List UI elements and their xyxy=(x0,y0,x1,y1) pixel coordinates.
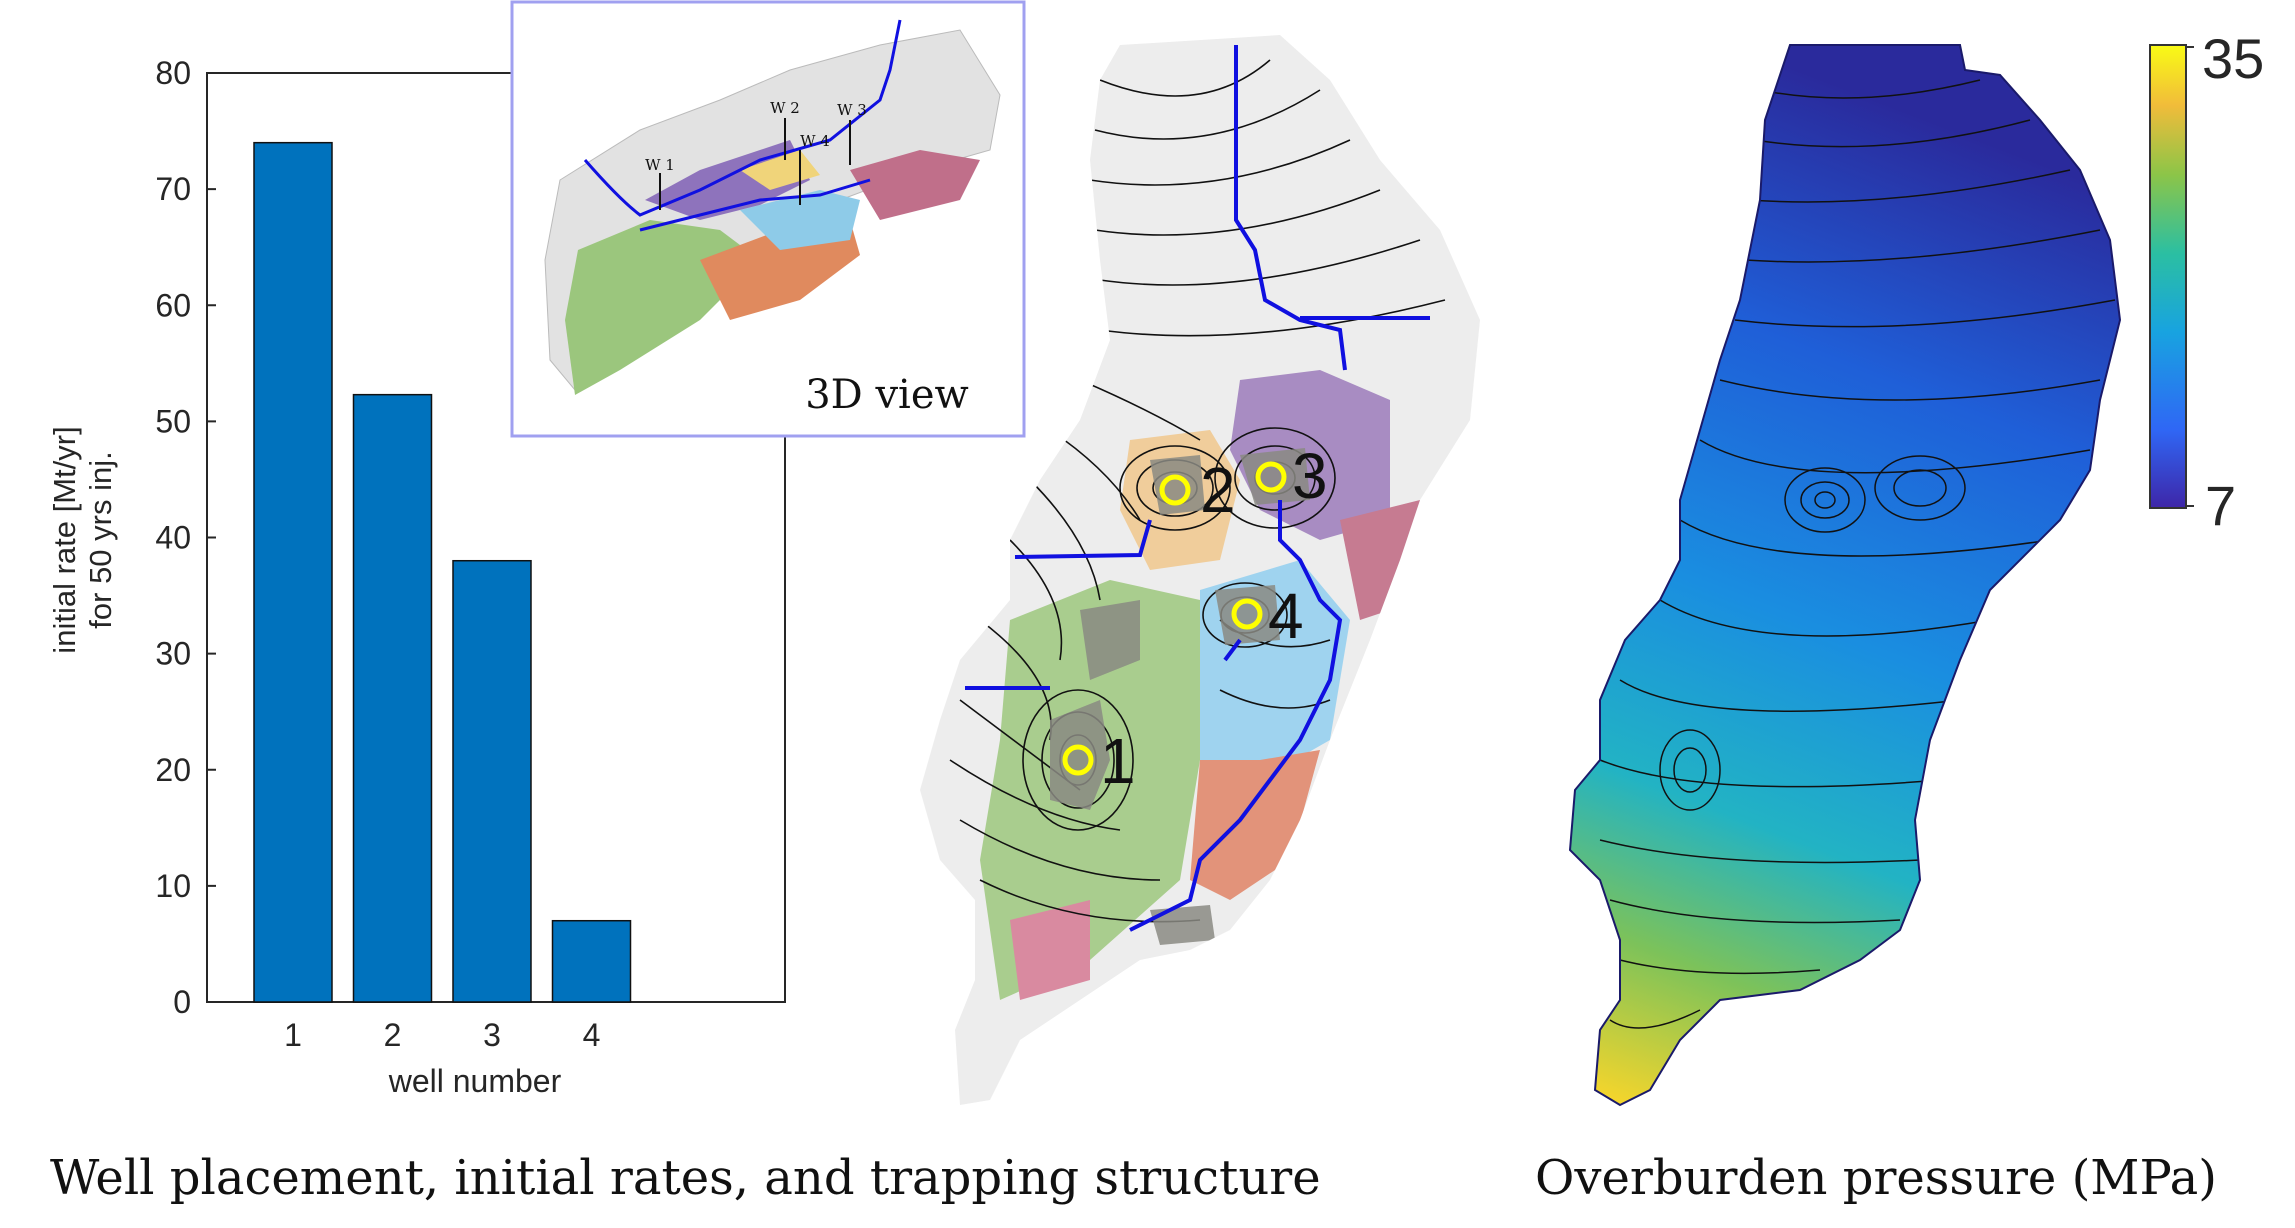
x-tick-label-3: 3 xyxy=(483,1017,501,1053)
inset-spill-path xyxy=(639,178,871,232)
inset-boundary-path xyxy=(583,19,902,217)
y-axis: 0 10 20 30 40 50 60 70 80 xyxy=(155,55,216,1020)
bar-well-2 xyxy=(352,393,433,1003)
x-tick-label-2: 2 xyxy=(384,1017,402,1053)
well-number-2: 2 xyxy=(1200,454,1236,526)
y-tick-label-8: 80 xyxy=(155,55,191,91)
colorbar-max-label: 35 xyxy=(2202,27,2264,90)
y-tick-label-0: 0 xyxy=(173,984,191,1020)
x-tick-label-1: 1 xyxy=(284,1017,302,1053)
inset-well-label-2: W 2 xyxy=(770,99,800,117)
inset-well-label-4: W 4 xyxy=(800,132,830,150)
well-marker-2 xyxy=(1159,474,1191,506)
well-number-3: 3 xyxy=(1292,440,1328,512)
inset-blue-layer xyxy=(740,190,860,250)
colorbar-gradient xyxy=(2149,44,2187,509)
inset-label: 3D view xyxy=(805,372,969,418)
inset-3d-view: W 1 W 2 W 3 W 4 3D view xyxy=(510,0,1026,438)
inset-wells: W 1 W 2 W 3 W 4 xyxy=(645,99,867,210)
bars xyxy=(253,141,632,1003)
inset-well-label-3: W 3 xyxy=(837,101,867,119)
well-number-4: 4 xyxy=(1268,580,1304,652)
bar-well-4 xyxy=(551,919,632,1003)
y-tick-label-3: 30 xyxy=(155,636,191,672)
gray-trap-4 xyxy=(1215,585,1280,645)
gray-trap-6 xyxy=(1150,905,1215,945)
bar-well-3 xyxy=(452,559,532,1003)
well-marker-4 xyxy=(1231,598,1263,630)
bar-chart: 0 10 20 30 40 50 60 70 80 1 2 3 4 well number initi… xyxy=(47,55,786,1099)
y-tick-label-7: 70 xyxy=(155,171,191,207)
y-tick-label-6: 60 xyxy=(155,287,191,323)
inset-orange-layer xyxy=(700,220,860,320)
inset-pink-layer xyxy=(850,150,980,220)
y-axis-label: initial rate [Mt/yr] for 50 yrs inj. xyxy=(47,426,118,653)
well-marker-3 xyxy=(1255,461,1287,493)
y-tick-label-5: 50 xyxy=(155,403,191,439)
colorbar: 35 7 xyxy=(2149,27,2264,537)
map-wells: 1 2 3 4 xyxy=(1062,440,1328,797)
gray-trap-3 xyxy=(1240,448,1310,505)
y-axis-label-line-2: for 50 yrs inj. xyxy=(83,451,118,628)
gray-trap-5 xyxy=(1080,600,1140,680)
spill-paths xyxy=(965,45,1430,932)
trapping-structure-map: 1 2 3 4 xyxy=(920,35,1480,1105)
trap-region-rose xyxy=(1010,900,1090,1000)
overburden-pressure-map: 35 7 xyxy=(1568,27,2264,1107)
colorbar-min-label: 7 xyxy=(2205,474,2236,537)
well-number-1: 1 xyxy=(1100,725,1136,797)
gray-trap-1 xyxy=(1050,700,1110,810)
x-axis-label: well number xyxy=(388,1063,562,1099)
inset-well-label-1: W 1 xyxy=(645,156,675,174)
pressure-field xyxy=(1570,45,2120,1105)
y-tick-label-4: 40 xyxy=(155,520,191,556)
bar-well-1 xyxy=(253,141,333,1003)
y-axis-label-line-1: initial rate [Mt/yr] xyxy=(47,426,82,653)
y-tick-label-2: 20 xyxy=(155,752,191,788)
well-marker-1 xyxy=(1062,744,1094,776)
caption-left: Well placement, initial rates, and trapp… xyxy=(50,1150,1321,1206)
trap-region-orange xyxy=(1190,750,1320,900)
pressure-field-outline xyxy=(1568,44,2122,1107)
x-tick-label-4: 4 xyxy=(583,1017,601,1053)
caption-right: Overburden pressure (MPa) xyxy=(1535,1150,2217,1206)
y-tick-label-1: 10 xyxy=(155,868,191,904)
